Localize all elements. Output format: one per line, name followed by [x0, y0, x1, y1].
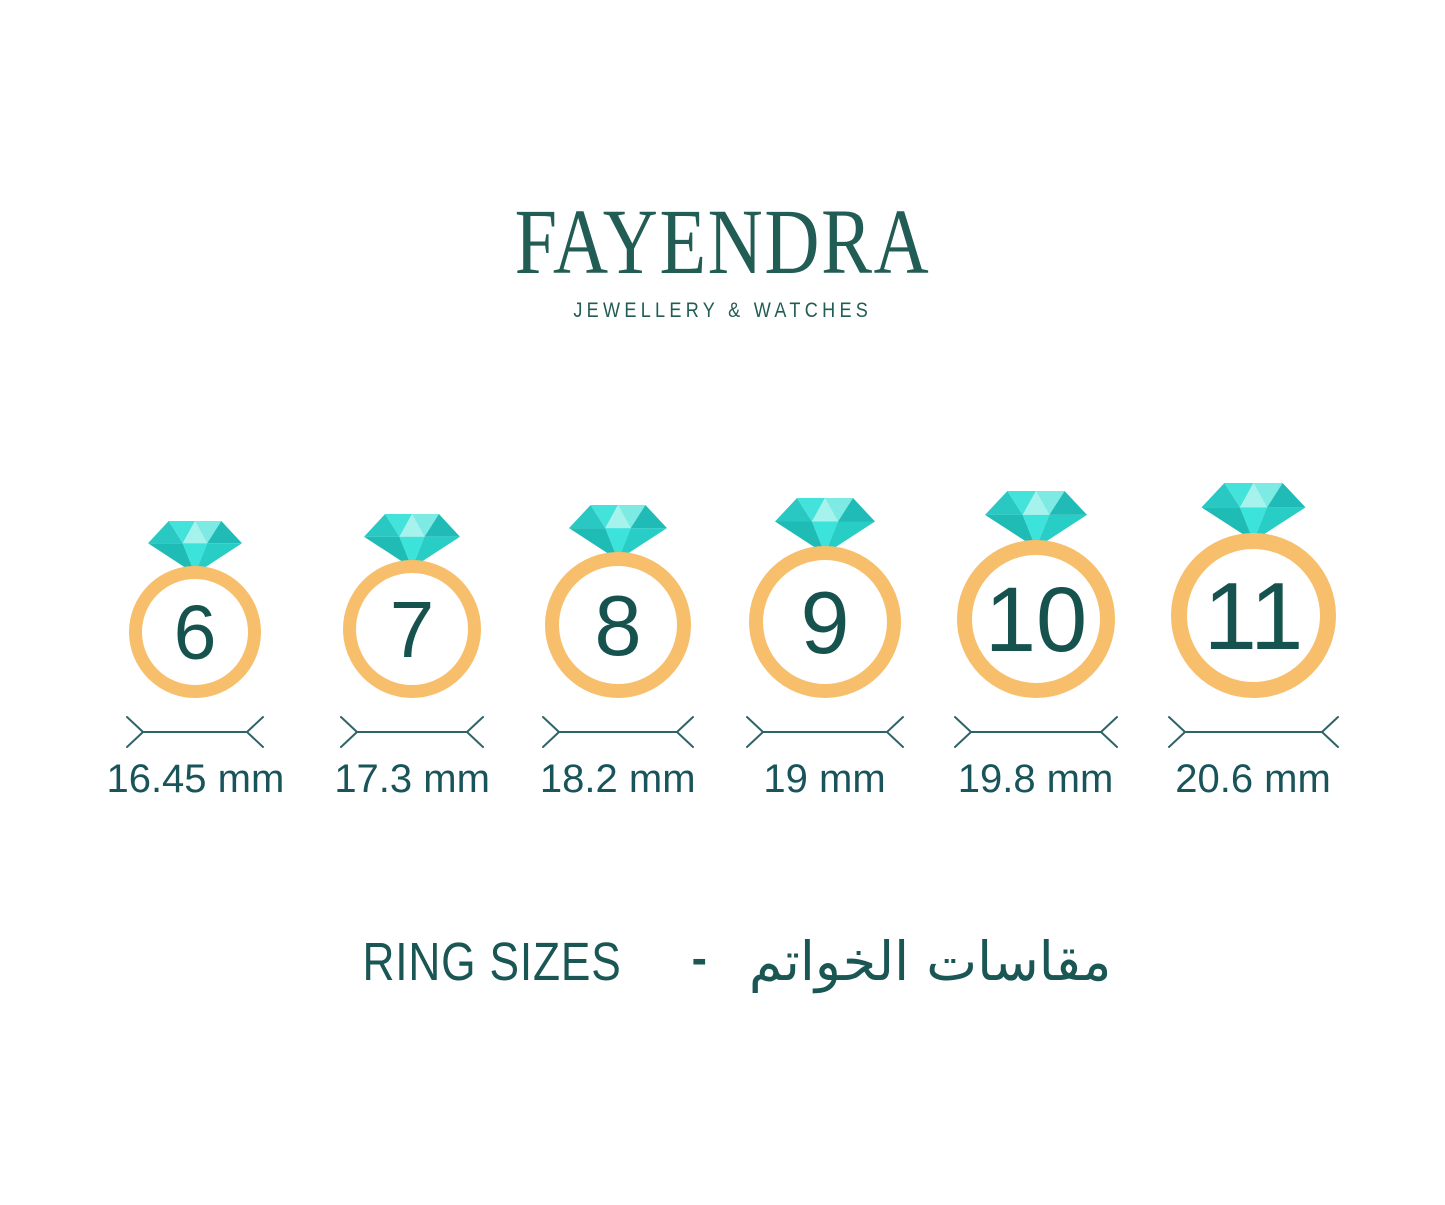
- diameter-arrow: [541, 716, 694, 748]
- diameter-label: 19 mm: [763, 757, 886, 801]
- ring-item-size-11: 11 20.6 mm: [1167, 483, 1339, 802]
- diameter-arrow: [126, 716, 265, 748]
- diamond-icon: [1201, 483, 1306, 541]
- diameter-label: 18.2 mm: [539, 757, 696, 801]
- brand-tagline: JEWELLERY & WATCHES: [573, 299, 872, 322]
- ring-size-number: 8: [594, 579, 641, 674]
- ring-icon: 8: [544, 505, 691, 698]
- ring-icon: 10: [956, 491, 1115, 698]
- diamond-icon: [984, 491, 1087, 548]
- chart-title-arabic: مقاسات الخواتم: [748, 930, 1112, 993]
- ring-item-size-9: 9 19 mm: [745, 498, 904, 802]
- ring-item-size-7: 7 17.3 mm: [334, 514, 490, 802]
- ring-size-number: 10: [984, 569, 1086, 671]
- ring-band: [956, 540, 1115, 698]
- ring-band: [343, 560, 482, 698]
- ring-size-number: 9: [800, 573, 849, 672]
- chart-title-english: RING SIZES: [361, 931, 622, 992]
- ring-item-size-6: 6 16.45 mm: [106, 521, 284, 802]
- ring-size-chart: 6 16.45 mm 7 17.3 mm 8 18.2 mm 9 19 mm 1…: [106, 483, 1339, 802]
- ring-icon: 11: [1170, 483, 1336, 698]
- ring-icon: 7: [343, 514, 482, 698]
- ring-size-number: 6: [174, 590, 217, 676]
- ring-band: [129, 566, 262, 698]
- ring-icon: 9: [748, 498, 901, 698]
- diameter-arrow: [745, 716, 904, 748]
- title-separator: -: [691, 931, 707, 984]
- ring-item-size-8: 8 18.2 mm: [540, 505, 696, 802]
- diameter-label: 16.45 mm: [106, 757, 285, 801]
- diameter-label: 19.8 mm: [957, 757, 1114, 801]
- diamond-icon: [774, 498, 875, 554]
- diamond-icon: [364, 514, 461, 568]
- diameter-label: 17.3 mm: [334, 757, 490, 801]
- diameter-arrow: [340, 716, 485, 748]
- ring-size-number: 7: [390, 585, 435, 674]
- brand-logo: FAYENDRA: [514, 191, 931, 294]
- ring-size-number: 11: [1203, 563, 1303, 670]
- ring-icon: 6: [129, 521, 262, 698]
- diameter-label: 20.6 mm: [1175, 757, 1331, 801]
- ring-band: [748, 546, 901, 698]
- ring-band: [544, 552, 691, 698]
- brand-header: FAYENDRA JEWELLERY & WATCHES: [0, 196, 1445, 323]
- ring-band: [1170, 533, 1336, 698]
- diamond-icon: [568, 505, 667, 560]
- diameter-arrow: [1167, 716, 1339, 748]
- ring-item-size-10: 10 19.8 mm: [953, 491, 1118, 802]
- diameter-arrow: [953, 716, 1118, 748]
- chart-title: RING SIZES - مقاسات الخواتم: [0, 930, 1445, 993]
